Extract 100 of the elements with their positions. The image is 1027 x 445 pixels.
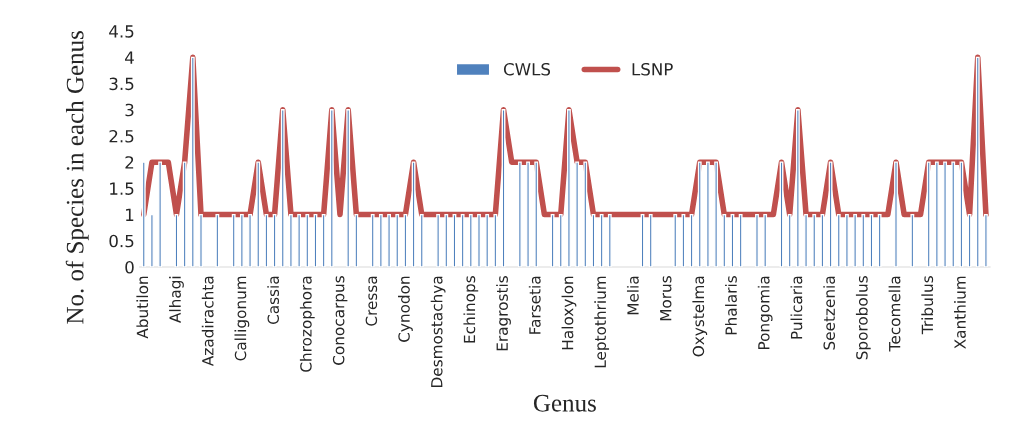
bar <box>910 213 915 267</box>
bar <box>558 213 563 267</box>
y-axis-title: No. of Species in each Genus <box>65 31 89 324</box>
bar <box>607 213 612 267</box>
bar <box>787 213 792 267</box>
bar <box>959 161 964 267</box>
x-tick-label: Chrozophora <box>299 276 315 372</box>
bar <box>395 213 400 267</box>
bar <box>943 161 947 267</box>
x-tick-label: Oxystelma <box>692 276 708 357</box>
x-tick-label: Cressa <box>365 276 378 326</box>
bar <box>436 213 441 267</box>
bar <box>689 213 694 267</box>
bar <box>722 213 727 267</box>
bar <box>141 161 146 267</box>
x-tick-label: Sporobolus <box>855 276 871 360</box>
x-tick-label: Tecomella <box>888 276 901 352</box>
y-tick-label: 2.5 <box>109 129 134 143</box>
bar <box>321 213 326 267</box>
bar <box>182 161 187 267</box>
bar <box>926 161 931 267</box>
bar <box>877 213 882 267</box>
x-tick-label: Seetzenia <box>823 276 836 350</box>
y-tick-label: 3 <box>125 103 134 117</box>
y-tick-label: 3.5 <box>109 77 134 91</box>
bar <box>526 161 530 267</box>
bar <box>967 213 972 267</box>
x-tick-label: Abutilon <box>136 276 149 339</box>
x-axis-title: Genus <box>533 394 596 412</box>
bar <box>812 213 817 267</box>
x-tick-label: Alhagi <box>169 276 184 323</box>
bar <box>158 161 163 267</box>
bar <box>828 161 833 267</box>
legend-label: CWLS <box>503 62 551 76</box>
bar <box>150 213 154 267</box>
bar <box>534 161 539 267</box>
x-tick-label: Haloxylon <box>561 276 577 350</box>
bar <box>934 161 939 267</box>
bar <box>599 213 604 267</box>
bar <box>305 213 310 267</box>
bar <box>795 109 800 267</box>
x-tick-label: Echinops <box>463 276 479 343</box>
bar <box>444 213 449 267</box>
bar <box>493 213 498 267</box>
x-tick-label: Tribulus <box>921 276 934 335</box>
bar <box>256 161 261 267</box>
bar <box>378 213 383 267</box>
bar <box>411 161 416 267</box>
bar <box>297 213 302 267</box>
bar <box>419 213 424 267</box>
bar <box>370 213 375 267</box>
bar <box>648 213 653 267</box>
bar <box>804 213 808 267</box>
y-tick-label: 0 <box>125 260 134 274</box>
y-tick-label: 4.5 <box>109 25 134 38</box>
bar <box>272 213 277 267</box>
bar <box>567 109 571 267</box>
bar <box>845 213 849 267</box>
bar <box>485 213 490 267</box>
bar <box>477 213 481 267</box>
bar <box>239 213 244 267</box>
bar <box>951 161 956 267</box>
bar <box>199 213 203 267</box>
bar <box>706 161 710 267</box>
bar <box>517 161 522 267</box>
bar <box>280 109 285 267</box>
bar <box>853 213 858 267</box>
bar <box>975 56 980 267</box>
bar <box>215 213 220 267</box>
bar <box>354 213 359 267</box>
bar <box>894 161 898 267</box>
x-tick-label: Leptothrium <box>594 276 610 368</box>
x-tick-label: Farsetia <box>528 276 541 334</box>
bar <box>575 161 580 267</box>
y-tick-label: 4 <box>125 51 134 64</box>
bar <box>387 213 391 267</box>
bar <box>460 213 465 267</box>
legend-label: LSNP <box>632 62 673 76</box>
y-tick-label: 1.5 <box>110 182 134 195</box>
bar <box>820 213 825 267</box>
x-tick-label: Xanthium <box>954 276 966 349</box>
bar <box>264 213 269 267</box>
bar <box>714 161 719 267</box>
bar <box>738 213 743 267</box>
x-tick-label: Cynodon <box>398 276 413 342</box>
x-tick-label: Morus <box>660 276 672 321</box>
bar <box>583 161 588 267</box>
bar <box>329 109 334 267</box>
x-tick-label: Melia <box>626 276 639 315</box>
bar <box>763 213 768 267</box>
bar <box>190 56 195 267</box>
bar <box>231 213 236 267</box>
x-tick-label: Pongomia <box>757 276 773 350</box>
y-tick-label: 1 <box>126 208 134 221</box>
x-tick-label: Cassia <box>267 276 280 325</box>
bar <box>836 213 841 267</box>
bar <box>984 213 988 267</box>
bar <box>861 213 866 267</box>
x-tick-label: Eragrostis <box>496 276 511 351</box>
x-tick-label: Phalaris <box>725 276 737 335</box>
